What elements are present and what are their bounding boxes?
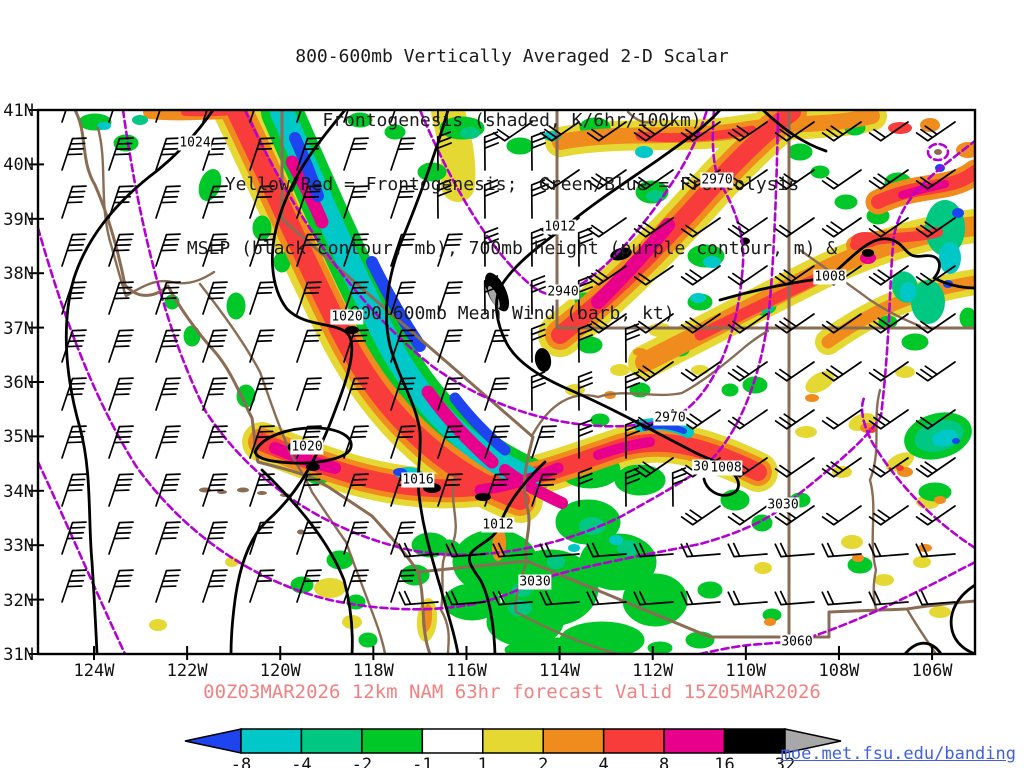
- lon-tick-label: 114W: [539, 661, 581, 681]
- lon-tick-label: 108W: [818, 661, 860, 681]
- title-line-5: 800-600mb Mean Wind (barb, kt): [349, 302, 675, 324]
- lon-tick-label: 112W: [632, 661, 674, 681]
- lon-tick-label: 118W: [352, 661, 394, 681]
- lat-tick-label: 39N: [3, 209, 34, 230]
- mslp-contours: [64, 111, 974, 653]
- height-contour-label: 3030: [518, 574, 552, 590]
- title-line-3: Yellow/Red = Frontogenesis; Green/Blue =…: [224, 174, 800, 196]
- lat-tick-label: 35N: [3, 427, 34, 448]
- height-contour-label: 30: [692, 459, 710, 475]
- mslp-contour-label: 1012: [543, 219, 577, 235]
- title-line-1: 800-600mb Vertically Averaged 2-D Scalar: [295, 45, 729, 67]
- lat-tick-label: 31N: [3, 645, 34, 665]
- lat-tick-label: 33N: [3, 536, 34, 557]
- lat-tick-label: 36N: [3, 373, 34, 393]
- channel-islands: [199, 149, 942, 535]
- lon-tick-label: 124W: [73, 661, 115, 681]
- mslp-contour-label: 1016: [401, 472, 435, 488]
- mexico-border: [416, 559, 974, 639]
- lat-tick-label: 32N: [3, 590, 34, 611]
- colorbar-tick-label: 1: [477, 755, 488, 768]
- lat-tick-label: 40N: [3, 155, 34, 176]
- colorbar-tick-label: -8: [230, 755, 252, 768]
- lon-tick-label: 110W: [725, 661, 767, 681]
- lon-tick-label: 122W: [166, 661, 208, 681]
- lon-tick-label: 106W: [911, 661, 953, 681]
- rivers: [96, 111, 937, 653]
- lat-tick-label: 37N: [3, 318, 34, 339]
- mslp-contour-label: 1024: [178, 135, 212, 151]
- colorbar-tick-label: 16: [714, 755, 735, 768]
- wind-barbs: [61, 111, 956, 606]
- lon-tick-label: 116W: [445, 661, 487, 681]
- lon-tick-label: 120W: [259, 661, 301, 681]
- mslp-contour-label: 1008: [813, 269, 847, 285]
- height-contour-label: 3060: [780, 634, 814, 650]
- height-contour-label: 2940: [546, 284, 580, 300]
- chart-title: 800-600mb Vertically Averaged 2-D Scalar…: [0, 3, 1024, 367]
- axis-ticks: [29, 109, 934, 660]
- height-contour-label: 2970: [653, 410, 687, 426]
- mslp-contour-label: 1012: [481, 517, 515, 533]
- colorbar: [184, 728, 842, 754]
- shading-magenta: [269, 155, 949, 509]
- ca-nv-border: [280, 111, 535, 439]
- mslp-contour-label: 1008: [709, 460, 743, 476]
- title-line-4: MSLP (black contour, mb), 700mb height (…: [186, 238, 838, 260]
- lat-tick-label: 34N: [3, 481, 34, 502]
- height-contour-label: 2970: [700, 172, 734, 188]
- mslp-contour-label: 1020: [330, 309, 364, 325]
- colorbar-tick-label: 32: [774, 755, 796, 768]
- banding-website-link[interactable]: moe.met.fsu.edu/banding: [780, 744, 1016, 764]
- colorbar-tick-label: -1: [412, 755, 433, 768]
- colorbar-tick-label: 4: [598, 755, 609, 768]
- forecast-valid-caption: 00Z03MAR2026 12km NAM 63hr forecast Vali…: [203, 681, 821, 703]
- colorbar-tick-label: 8: [658, 755, 670, 768]
- colorbar-tick-label: -2: [351, 755, 373, 768]
- mslp-contour-label: 1020: [290, 439, 324, 455]
- lat-tick-label: 41N: [3, 101, 34, 121]
- title-line-2: Frontogenesis (shaded, K/6hr/100km): [322, 110, 702, 132]
- colorbar-tick-label: 2: [538, 755, 549, 768]
- colorbar-tick-label: -4: [291, 755, 312, 768]
- pacific-coastline: [73, 111, 432, 653]
- height-contour-label: 3030: [766, 497, 800, 513]
- lat-tick-label: 38N: [3, 264, 34, 285]
